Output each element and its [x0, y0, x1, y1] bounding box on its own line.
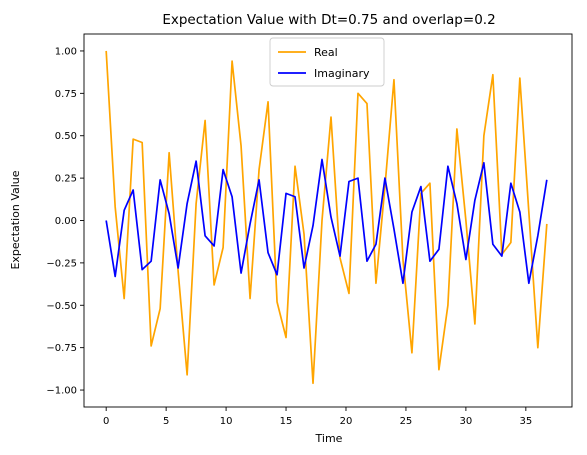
y-tick-label: 0.00 — [55, 216, 77, 227]
x-tick-label: 15 — [280, 416, 293, 427]
y-tick-label: 0.25 — [55, 174, 77, 185]
x-tick-label: 25 — [400, 416, 413, 427]
x-tick-label: 0 — [103, 416, 109, 427]
y-tick-label: 0.75 — [55, 89, 77, 100]
plot-frame — [83, 33, 573, 408]
legend-label: Imaginary — [314, 67, 370, 80]
x-tick-label: 10 — [220, 416, 233, 427]
x-tick-label: 20 — [340, 416, 353, 427]
legend-label: Real — [314, 46, 338, 59]
chart-title: Expectation Value with Dt=0.75 and overl… — [162, 12, 495, 28]
series-line-real — [105, 50, 548, 385]
y-axis-label: Expectation Value — [9, 170, 22, 269]
x-tick-label: 5 — [163, 416, 169, 427]
series-line-imaginary — [105, 158, 548, 285]
axis-ticks: 0 5 10 15 20 25 30 35 −1.00 −0.75 −0.50 −0.25 0.00 0.… — [46, 46, 532, 427]
legend: Real Imaginary — [269, 37, 385, 87]
series-lines — [105, 50, 548, 385]
x-tick-label: 30 — [460, 416, 473, 427]
y-tick-label: 1.00 — [55, 46, 77, 57]
y-tick-label: 0.50 — [55, 131, 77, 142]
y-tick-label: −0.50 — [46, 301, 77, 312]
y-tick-label: −0.75 — [46, 343, 77, 354]
legend-box — [269, 37, 385, 87]
x-tick-label: 35 — [519, 416, 532, 427]
y-tick-label: −1.00 — [46, 386, 77, 397]
y-tick-label: −0.25 — [46, 258, 77, 269]
x-axis-label: Time — [315, 432, 343, 445]
